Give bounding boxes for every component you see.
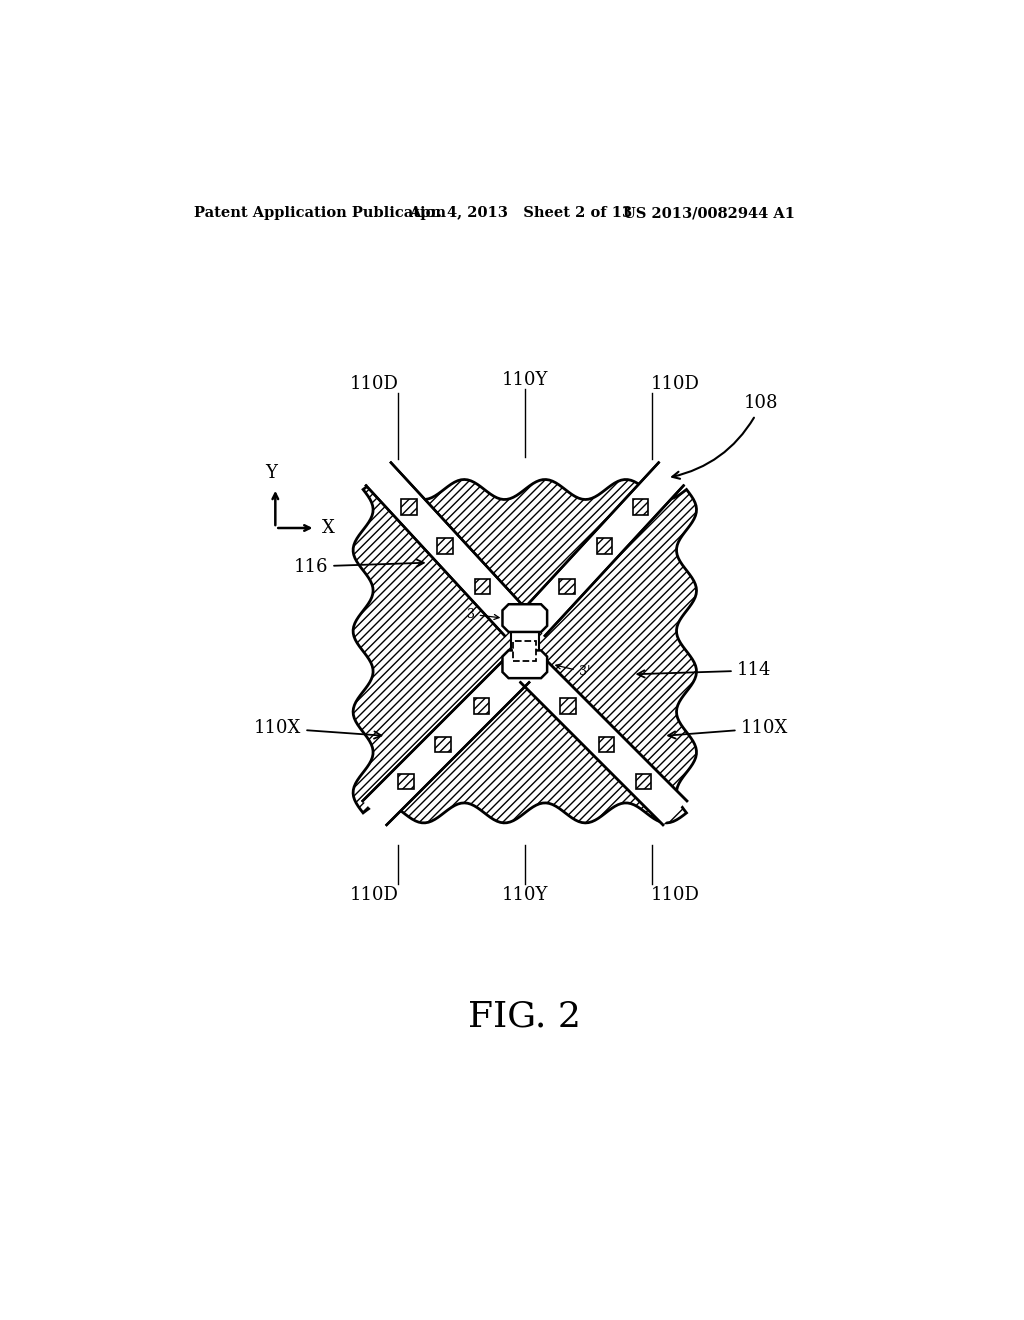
Text: Apr. 4, 2013   Sheet 2 of 13: Apr. 4, 2013 Sheet 2 of 13 bbox=[410, 206, 633, 220]
Bar bbox=[636, 774, 651, 789]
Bar bbox=[597, 539, 612, 554]
Text: Y: Y bbox=[265, 463, 278, 482]
Text: X: X bbox=[322, 519, 335, 537]
Text: 110X: 110X bbox=[254, 719, 381, 739]
Bar bbox=[398, 774, 414, 789]
Bar bbox=[513, 642, 537, 661]
Text: FIG. 2: FIG. 2 bbox=[468, 1001, 582, 1034]
Text: 110X: 110X bbox=[669, 719, 787, 739]
Bar bbox=[511, 619, 539, 663]
Text: 116: 116 bbox=[294, 557, 424, 576]
Bar bbox=[559, 579, 574, 594]
Polygon shape bbox=[353, 479, 696, 822]
Text: 108: 108 bbox=[672, 395, 778, 479]
Polygon shape bbox=[366, 462, 529, 636]
Bar bbox=[560, 698, 575, 714]
Text: 110D: 110D bbox=[350, 886, 399, 904]
Polygon shape bbox=[520, 462, 684, 636]
Bar bbox=[474, 698, 489, 714]
Text: 110Y: 110Y bbox=[502, 371, 548, 389]
Text: US 2013/0082944 A1: US 2013/0082944 A1 bbox=[624, 206, 796, 220]
Text: 110D: 110D bbox=[350, 375, 399, 393]
Bar bbox=[633, 499, 648, 515]
Text: Patent Application Publication: Patent Application Publication bbox=[194, 206, 445, 220]
Text: 110D: 110D bbox=[650, 886, 699, 904]
Polygon shape bbox=[520, 659, 687, 825]
Text: 110Y: 110Y bbox=[502, 886, 548, 904]
Text: 3: 3 bbox=[467, 607, 499, 620]
Polygon shape bbox=[503, 605, 547, 632]
Text: 3': 3' bbox=[556, 664, 590, 678]
Text: 110D: 110D bbox=[650, 375, 699, 393]
Text: 114: 114 bbox=[637, 661, 771, 680]
Bar bbox=[475, 579, 490, 594]
Bar bbox=[437, 539, 453, 554]
Polygon shape bbox=[503, 651, 547, 678]
Bar bbox=[599, 737, 614, 752]
Polygon shape bbox=[362, 659, 529, 825]
Bar bbox=[435, 737, 451, 752]
Bar bbox=[401, 499, 417, 515]
